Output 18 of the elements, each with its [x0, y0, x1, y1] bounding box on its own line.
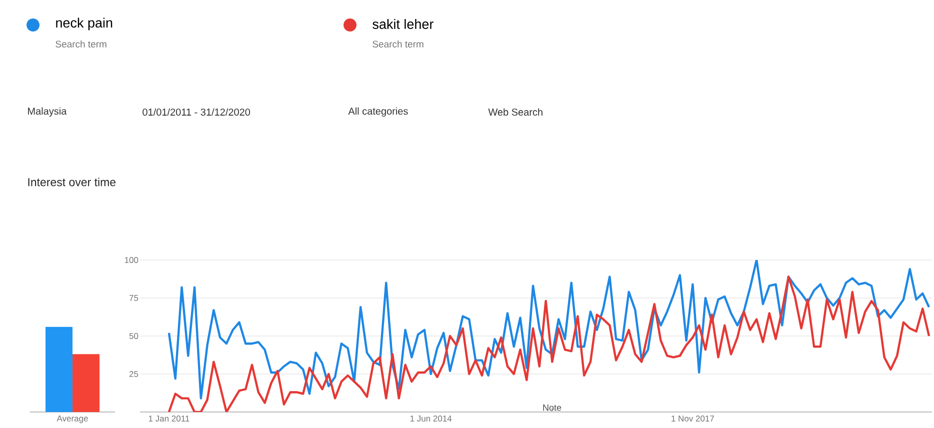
y-tick-label: 25 — [129, 370, 138, 377]
y-tick-label: 75 — [129, 295, 138, 301]
text: 01/01/2011 - 31/12/2020 — [142, 108, 250, 116]
x-tick-label: 1 Jun 2014 — [410, 416, 452, 422]
x-tick-label: Average — [56, 416, 88, 424]
text: Search term — [56, 40, 106, 48]
y-tick-label: 50 — [129, 332, 138, 339]
chart-title: Interest over time — [28, 178, 116, 186]
y-tick-label: 100 — [124, 256, 138, 263]
x-tick-label: 1 Jan 2011 — [148, 416, 190, 422]
x-tick-label: 1 Nov 2017 — [672, 416, 714, 422]
text: Search term — [372, 40, 424, 48]
text: All categories — [348, 107, 408, 117]
legend-label: neck pain — [56, 18, 112, 30]
text: Malaysia — [28, 107, 67, 117]
annotation: Note — [543, 404, 562, 411]
text: Web Search — [488, 108, 542, 116]
legend-label: sakit leher — [372, 19, 434, 29]
